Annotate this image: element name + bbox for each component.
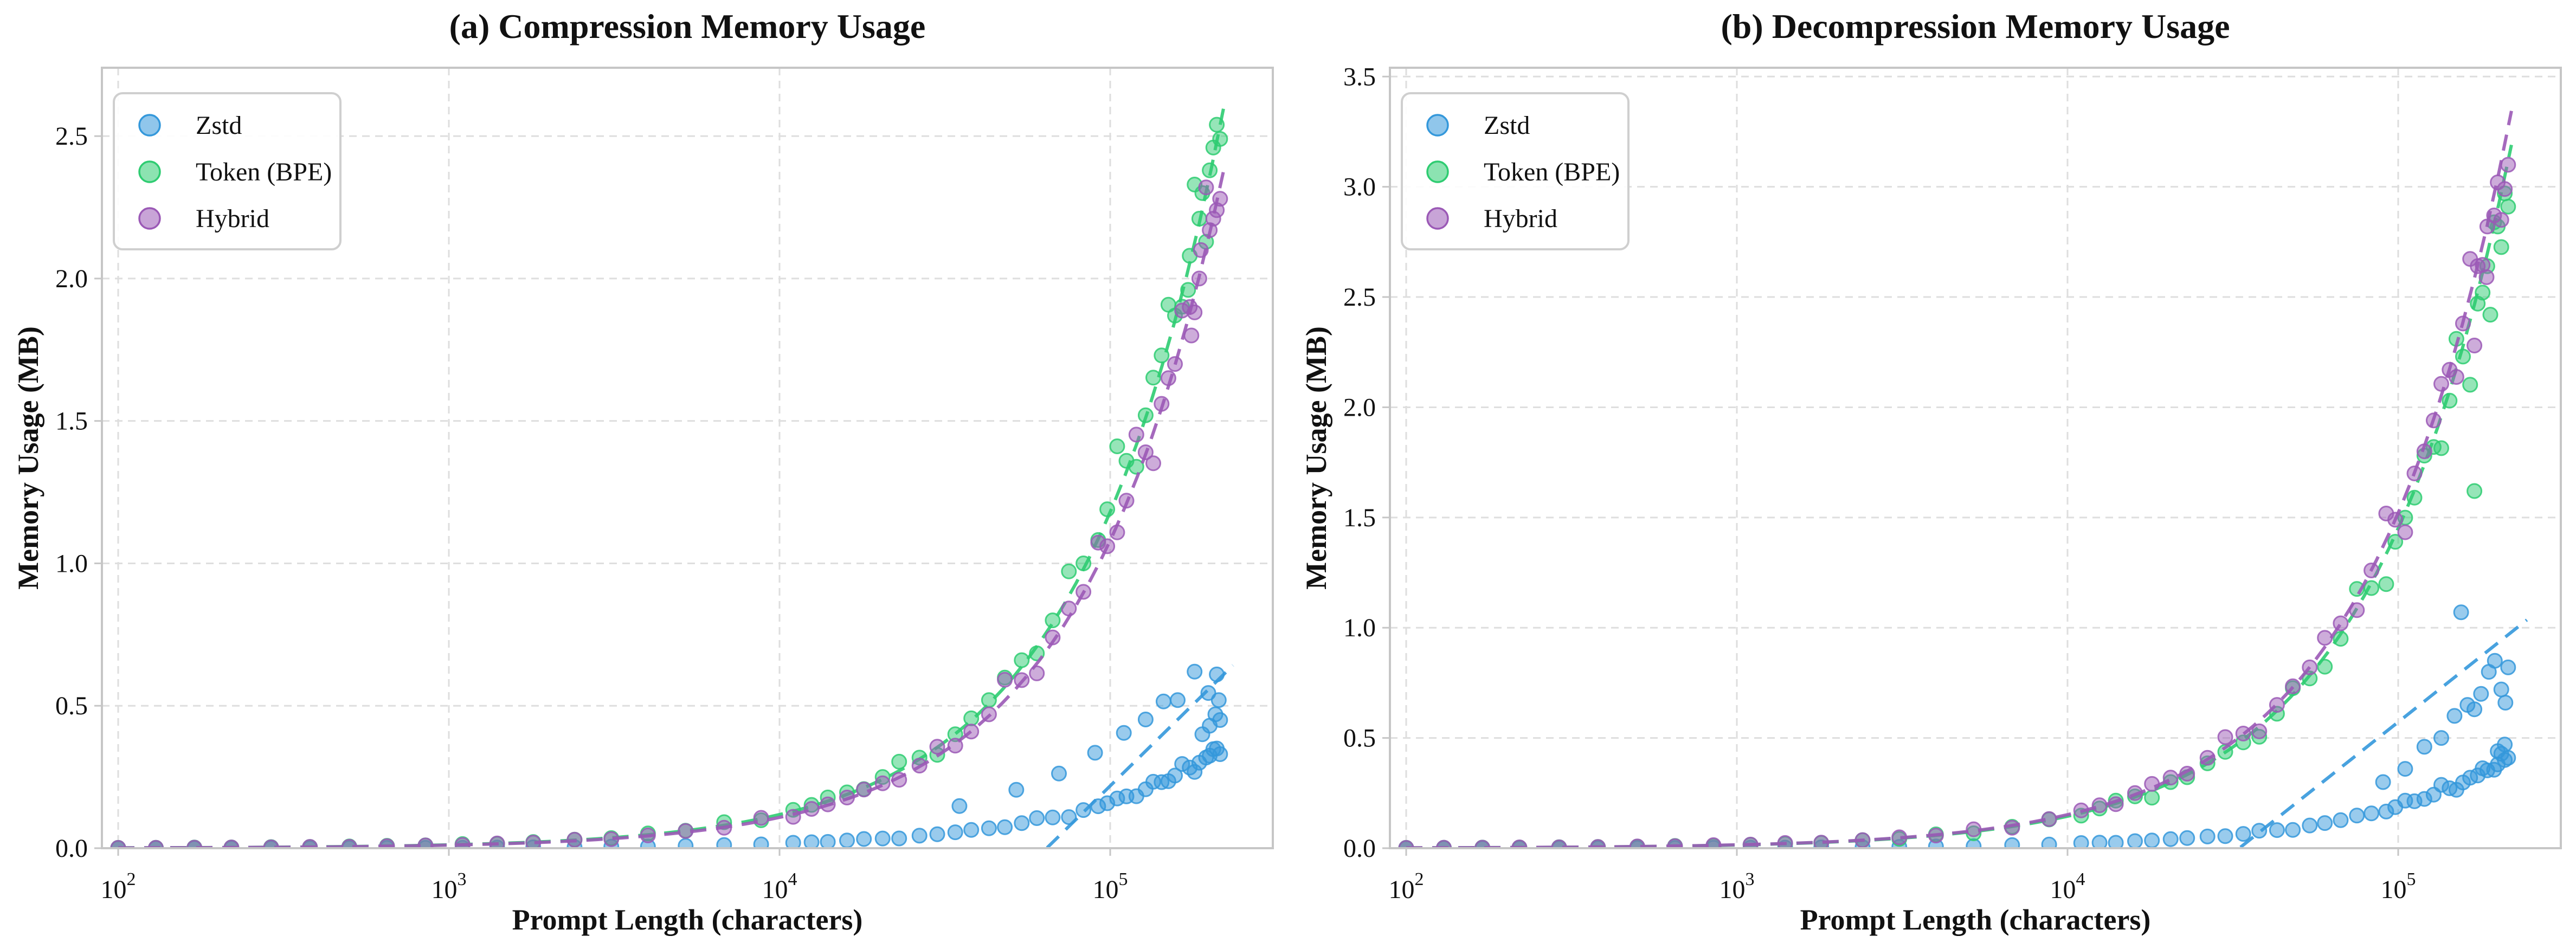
svg-text:105: 105 xyxy=(2381,869,2416,904)
legend-label-token-bpe: Token (BPE) xyxy=(196,158,332,186)
plot-border xyxy=(1389,67,2562,849)
svg-text:0.5: 0.5 xyxy=(1343,724,1376,753)
svg-text:3.5: 3.5 xyxy=(1343,62,1376,91)
svg-text:105: 105 xyxy=(1093,869,1128,904)
legend-marker-hybrid xyxy=(1426,207,1449,230)
panel-compression: (a) Compression Memory Usage 102 103 104 10… xyxy=(12,7,1274,936)
panel-decompression: (b) Decompression Memory Usage 102 103 104… xyxy=(1288,0,2576,949)
legend-marker-hybrid xyxy=(138,207,161,230)
legend-label-hybrid: Hybrid xyxy=(1484,204,1557,233)
legend: Zstd Token (BPE) Hybrid xyxy=(1401,92,1630,250)
legend-label-zstd: Zstd xyxy=(196,111,242,140)
tick-labels: 102 103 104 105 0.0 0.5 1.0 1.5 2.0 2.5 3.0 3.5 xyxy=(1343,62,2416,904)
legend: Zstd Token (BPE) Hybrid xyxy=(113,92,342,250)
panel-a-xlabel: Prompt Length (characters) xyxy=(512,903,863,936)
svg-text:103: 103 xyxy=(1720,869,1755,904)
panel-b-ylabel: Memory Usage (MB) xyxy=(1300,326,1332,590)
svg-text:2.0: 2.0 xyxy=(1343,393,1376,422)
legend-box xyxy=(1401,92,1630,250)
legend-label-zstd: Zstd xyxy=(1484,111,1530,140)
svg-text:2.5: 2.5 xyxy=(55,122,88,151)
tick-labels: 102 103 104 105 0.0 0.5 1.0 1.5 2.0 2.5 xyxy=(55,122,1128,904)
plot-border xyxy=(101,67,1274,849)
legend-label-token-bpe: Token (BPE) xyxy=(1484,158,1620,186)
svg-text:2.5: 2.5 xyxy=(1343,283,1376,312)
svg-text:103: 103 xyxy=(432,869,467,904)
svg-text:1.5: 1.5 xyxy=(1343,503,1376,532)
legend-box xyxy=(113,92,342,250)
panel-a-title: (a) Compression Memory Usage xyxy=(449,7,926,46)
panel-a-ylabel: Memory Usage (MB) xyxy=(12,326,44,590)
legend-marker-zstd xyxy=(138,114,161,137)
svg-text:1.0: 1.0 xyxy=(1343,614,1376,642)
panel-b-title: (b) Decompression Memory Usage xyxy=(1721,7,2230,46)
svg-text:0.0: 0.0 xyxy=(55,834,88,863)
legend-marker-token-bpe xyxy=(1426,160,1449,183)
trend-hybrid xyxy=(118,171,1225,848)
series-zstd xyxy=(110,663,1234,848)
panel-a-plot: 102 103 104 105 0.0 0.5 1.0 1.5 2.0 2.5 Zstd Token … xyxy=(55,67,1274,904)
svg-text:104: 104 xyxy=(2050,869,2085,904)
svg-text:2.0: 2.0 xyxy=(55,264,88,293)
svg-text:1.0: 1.0 xyxy=(55,549,88,578)
panel-b-plot: 102 103 104 105 0.0 0.5 1.0 1.5 2.0 2.5 3.0 3.5 Zstd… xyxy=(1343,62,2562,904)
svg-text:0.5: 0.5 xyxy=(55,692,88,720)
svg-text:3.0: 3.0 xyxy=(1343,173,1376,202)
series-zstd xyxy=(1398,604,2528,848)
series-token-bpe xyxy=(1398,144,2516,848)
legend-label-hybrid: Hybrid xyxy=(196,204,269,233)
svg-text:0.0: 0.0 xyxy=(1343,834,1376,863)
series-hybrid xyxy=(1398,111,2516,848)
svg-text:104: 104 xyxy=(762,869,797,904)
trend-zstd xyxy=(2239,618,2528,848)
legend-marker-zstd xyxy=(1426,114,1449,137)
svg-text:102: 102 xyxy=(1389,869,1424,904)
panel-b-xlabel: Prompt Length (characters) xyxy=(1800,903,2151,936)
series-hybrid xyxy=(110,171,1228,848)
svg-text:102: 102 xyxy=(101,869,136,904)
svg-text:1.5: 1.5 xyxy=(55,407,88,436)
legend-marker-token-bpe xyxy=(138,160,161,183)
